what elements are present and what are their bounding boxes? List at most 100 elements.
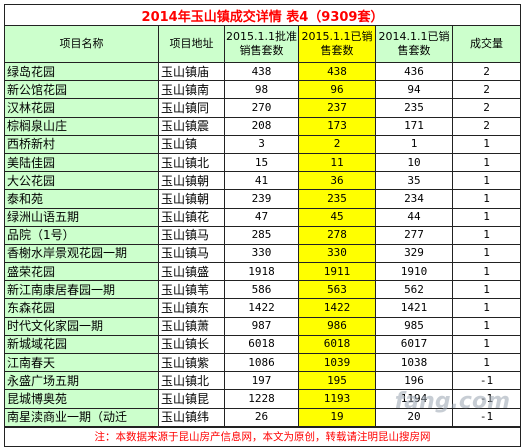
cell-sold-2014: 329 [375,243,453,264]
cell-project-address: 玉山镇马 [158,225,225,245]
cell-project-address: 玉山镇庙 [158,61,225,82]
cell-sold-2015: 45 [298,207,376,227]
cell-approved-units: 197 [224,371,299,391]
cell-project-name: 盛荣花园 [4,262,159,282]
cell-project-address: 玉山镇北 [158,152,225,173]
cell-sold-2015: 96 [298,80,376,100]
cell-sold-2014: 1194 [375,389,453,409]
table-row: 绿洲山语五期 玉山镇花 47 45 44 1 [4,207,522,227]
cell-sold-2014: 20 [375,407,453,427]
cell-project-address: 玉山镇南 [158,80,225,100]
cell-project-address: 玉山镇同 [158,98,225,118]
cell-transaction-volume: 1 [451,134,522,154]
title-row: 2014年玉山镇成交详情 表4（9309套） [3,4,522,26]
cell-sold-2014: 234 [375,189,453,209]
cell-transaction-volume: 2 [451,98,522,118]
cell-sold-2015: 173 [298,116,376,136]
cell-approved-units: 1422 [224,298,299,318]
header-name: 项目名称 [4,25,159,63]
header-addr: 项目地址 [158,25,225,63]
cell-transaction-volume: 1 [451,152,522,173]
cell-project-name: 绿洲山语五期 [4,207,159,227]
cell-project-name: 品院（1号） [4,225,159,245]
table-row: 盛荣花园 玉山镇盛 1918 1911 1910 1 [4,262,522,282]
cell-sold-2014: 196 [375,371,453,391]
cell-transaction-volume: 2 [451,80,522,100]
table-title: 2014年玉山镇成交详情 表4（9309套） [3,4,522,26]
cell-project-address: 玉山镇朝 [158,171,225,191]
cell-project-name: 美陆佳园 [4,152,159,173]
cell-transaction-volume: 1 [451,298,522,318]
cell-project-name: 新江南康居春园一期 [4,280,159,300]
cell-approved-units: 987 [224,316,299,336]
cell-project-address: 玉山镇苇 [158,280,225,300]
table-row: 泰和苑 玉山镇朝 239 235 234 1 [4,189,522,209]
table-row: 品院（1号） 玉山镇马 285 278 277 1 [4,225,522,245]
cell-transaction-volume: -1 [451,407,522,427]
cell-project-address: 玉山镇东 [158,298,225,318]
cell-sold-2014: 985 [375,316,453,336]
cell-project-address: 玉山镇 [158,134,225,154]
cell-sold-2015: 237 [298,98,376,118]
cell-sold-2014: 436 [375,61,453,82]
cell-project-address: 玉山镇马 [158,243,225,264]
cell-sold-2015: 563 [298,280,376,300]
cell-project-name: 香榭水岸景观花园一期 [4,243,159,264]
cell-sold-2015: 1039 [298,352,376,373]
cell-approved-units: 1086 [224,352,299,373]
cell-approved-units: 1918 [224,262,299,282]
cell-sold-2014: 1038 [375,352,453,373]
cell-project-address: 玉山镇盛 [158,262,225,282]
cell-approved-units: 15 [224,152,299,173]
cell-project-address: 玉山镇萧 [158,316,225,336]
table-row: 汉林花园 玉山镇同 270 237 235 2 [4,98,522,118]
cell-approved-units: 438 [224,61,299,82]
cell-project-address: 玉山镇长 [158,334,225,355]
cell-sold-2015: 36 [298,171,376,191]
cell-approved-units: 98 [224,80,299,100]
cell-approved-units: 26 [224,407,299,427]
cell-project-name: 新城域花园 [4,334,159,355]
footer-row: 注：本数据来源于昆山房产信息网，本文为原创，转载请注明昆山搜房网 [4,426,521,447]
watermark-logo: fang.com [394,389,510,414]
cell-sold-2015: 6018 [298,334,376,355]
table-row: 香榭水岸景观花园一期 玉山镇马 330 330 329 1 [4,243,522,264]
cell-sold-2014: 6017 [375,334,453,355]
cell-project-name: 江南春天 [4,352,159,373]
cell-sold-2014: 277 [375,225,453,245]
cell-approved-units: 41 [224,171,299,191]
cell-project-name: 新公馆花园 [4,80,159,100]
cell-transaction-volume: 1 [451,207,522,227]
cell-approved-units: 270 [224,98,299,118]
cell-approved-units: 6018 [224,334,299,355]
cell-sold-2015: 330 [298,243,376,264]
cell-transaction-volume: 1 [451,243,522,264]
header-sold-2015: 2015.1.1已销售套数 [298,25,376,63]
cell-approved-units: 285 [224,225,299,245]
cell-sold-2014: 44 [375,207,453,227]
cell-project-address: 玉山镇震 [158,116,225,136]
cell-project-address: 玉山镇纬 [158,407,225,427]
cell-sold-2015: 278 [298,225,376,245]
cell-project-name: 西桥新村 [4,134,159,154]
cell-transaction-volume: -1 [451,389,522,409]
table-row: 新江南康居春园一期 玉山镇苇 586 563 562 1 [4,280,522,300]
cell-transaction-volume: 2 [451,116,522,136]
cell-sold-2015: 986 [298,316,376,336]
cell-transaction-volume: 1 [451,225,522,245]
table-row: 江南春天 玉山镇紫 1086 1039 1038 1 [4,352,522,373]
cell-sold-2014: 562 [375,280,453,300]
table-row: 美陆佳园 玉山镇北 15 11 10 1 [4,152,522,173]
cell-approved-units: 208 [224,116,299,136]
table-row: 西桥新村 玉山镇 3 2 1 1 [4,134,522,154]
cell-project-name: 泰和苑 [4,189,159,209]
cell-transaction-volume: 1 [451,316,522,336]
cell-sold-2015: 438 [298,61,376,82]
table-row: 时代文化家园一期 玉山镇萧 987 986 985 1 [4,316,522,336]
cell-project-name: 棕榈泉山庄 [4,116,159,136]
table-row: 绿岛花园 玉山镇庙 438 438 436 2 [4,61,522,82]
cell-project-name: 时代文化家园一期 [4,316,159,336]
cell-sold-2014: 1421 [375,298,453,318]
cell-sold-2015: 2 [298,134,376,154]
header-sold-2014: 2014.1.1已销售套数 [375,25,453,63]
